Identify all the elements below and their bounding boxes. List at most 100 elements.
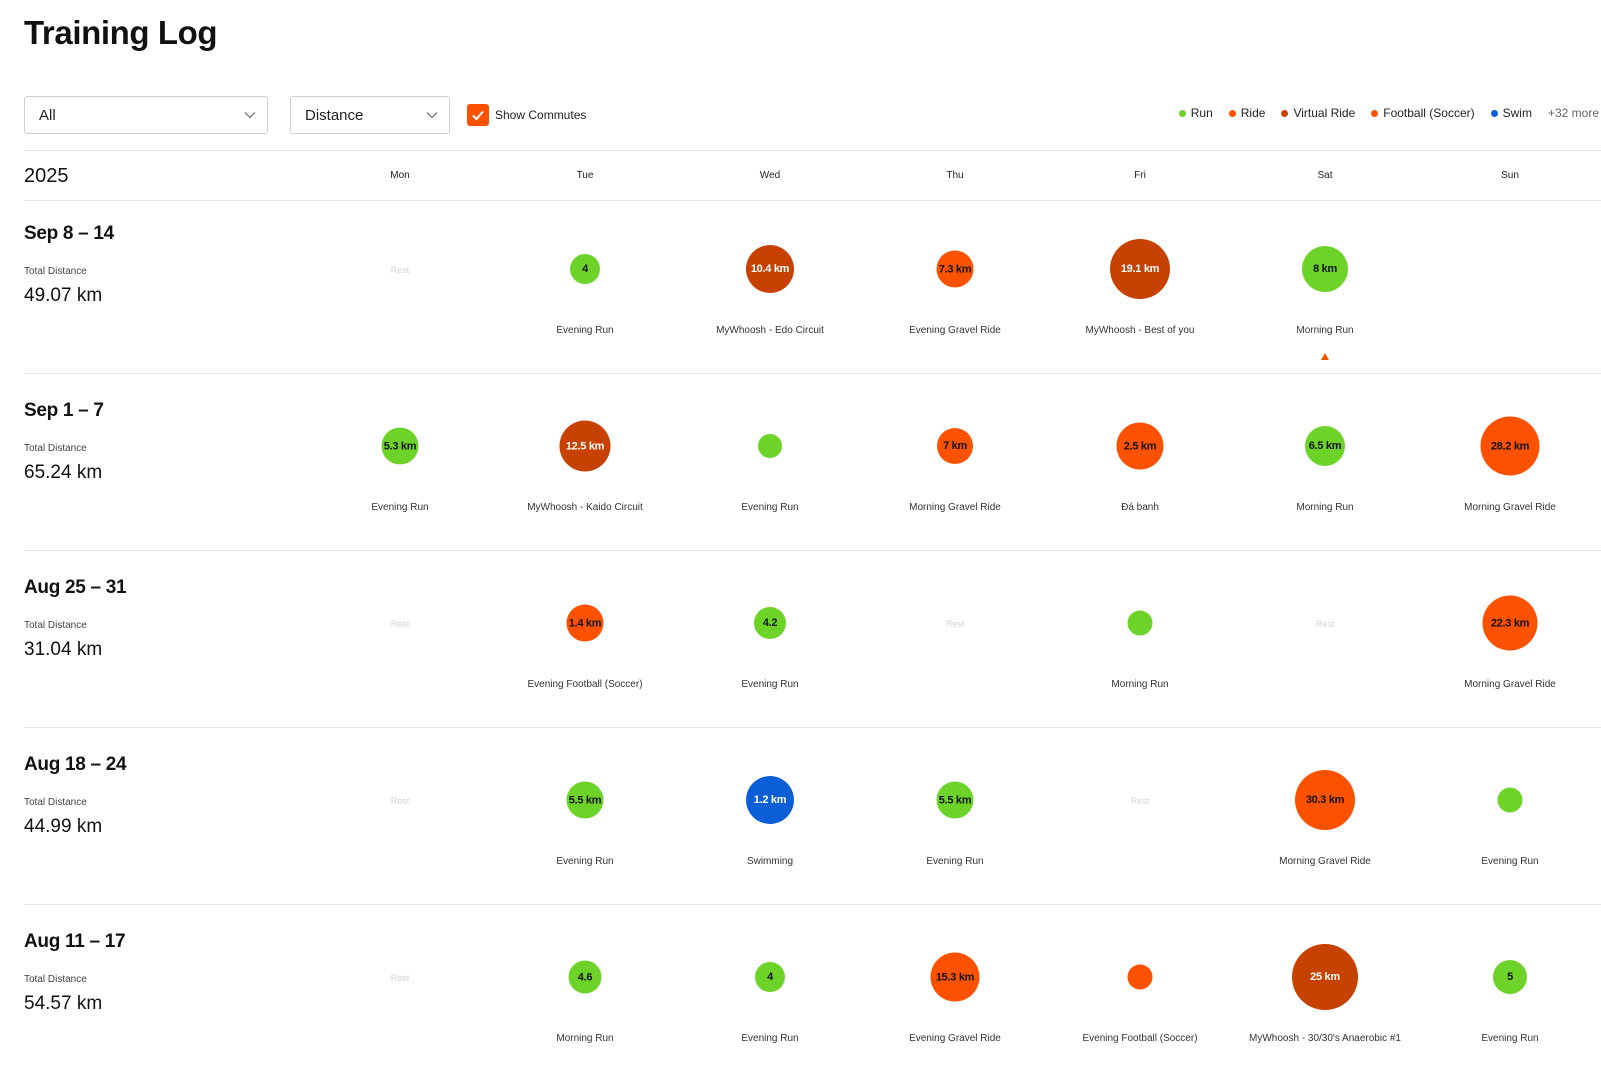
rest-label: Rest xyxy=(390,973,410,983)
week-divider xyxy=(24,904,1601,905)
activity-name[interactable]: MyWhoosh - Best of you xyxy=(1085,325,1195,336)
day-cell-fri: Evening Football (Soccer) xyxy=(1050,909,1230,1083)
activity-name[interactable]: Evening Run xyxy=(926,856,984,867)
activity-bubble[interactable]: 4.6 xyxy=(568,960,602,994)
activity-name[interactable]: MyWhoosh - Edo Circuit xyxy=(716,325,824,336)
week-range-label: Sep 1 – 7 xyxy=(24,400,104,421)
legend-dot-icon xyxy=(1228,109,1236,117)
activity-bubble[interactable]: 7.3 km xyxy=(936,250,974,288)
activity-bubble[interactable] xyxy=(1127,964,1153,990)
activity-name[interactable]: Evening Run xyxy=(741,1033,799,1044)
header-divider xyxy=(24,150,1601,151)
activity-name[interactable]: MyWhoosh - Kaido Circuit xyxy=(527,502,643,513)
total-distance-label: Total Distance xyxy=(24,797,87,808)
activity-name[interactable]: Evening Run xyxy=(1481,856,1539,867)
day-cell-sat: Rest xyxy=(1235,555,1415,729)
activity-name[interactable]: Evening Run xyxy=(556,856,614,867)
activity-bubble[interactable]: 6.5 km xyxy=(1305,426,1345,466)
activity-name[interactable]: Evening Run xyxy=(741,679,799,690)
legend-item-virtual-ride[interactable]: Virtual Ride xyxy=(1281,106,1355,120)
week-range-label: Aug 25 – 31 xyxy=(24,577,127,598)
rest-label: Rest xyxy=(945,619,965,629)
rest-label: Rest xyxy=(390,265,410,275)
activity-bubble[interactable]: 28.2 km xyxy=(1480,416,1540,476)
activity-name[interactable]: Evening Run xyxy=(371,502,429,513)
activity-bubble[interactable]: 30.3 km xyxy=(1295,770,1355,830)
day-cell-fri: 19.1 km MyWhoosh - Best of you xyxy=(1050,201,1230,375)
activity-name[interactable]: Morning Gravel Ride xyxy=(1464,679,1556,690)
activity-bubble[interactable]: 4 xyxy=(570,254,600,284)
chevron-down-icon xyxy=(426,112,438,119)
metric-filter-select[interactable]: Distance xyxy=(290,96,450,134)
activity-name[interactable]: Morning Run xyxy=(556,1033,614,1044)
activity-bubble[interactable]: 12.5 km xyxy=(559,420,611,472)
activity-bubble[interactable]: 7 km xyxy=(937,428,973,464)
day-cell-thu: 7 km Morning Gravel Ride xyxy=(865,378,1045,552)
activity-bubble[interactable]: 2.5 km xyxy=(1116,422,1164,470)
activity-name[interactable]: Evening Gravel Ride xyxy=(909,1033,1001,1044)
activity-name[interactable]: Swimming xyxy=(746,856,794,867)
day-cell-wed: 10.4 km MyWhoosh - Edo Circuit xyxy=(680,201,860,375)
activity-bubble[interactable]: 5.5 km xyxy=(936,781,974,819)
activity-name[interactable]: Evening Run xyxy=(556,325,614,336)
day-cell-sun: 5 Evening Run xyxy=(1420,909,1600,1083)
day-cell-fri: Rest xyxy=(1050,732,1230,906)
day-cell-sat: 8 km Morning Run xyxy=(1235,201,1415,375)
day-header-mon: Mon xyxy=(390,170,410,181)
total-distance-value: 65.24 km xyxy=(24,462,103,483)
activity-bubble[interactable] xyxy=(1127,610,1153,636)
activity-bubble[interactable]: 4 xyxy=(755,962,785,992)
day-cell-sun: Evening Run xyxy=(1420,732,1600,906)
activity-bubble[interactable]: 5 xyxy=(1493,960,1527,994)
activity-bubble[interactable]: 1.4 km xyxy=(566,604,604,642)
activity-name[interactable]: Morning Gravel Ride xyxy=(909,502,1001,513)
activity-bubble[interactable]: 5.3 km xyxy=(381,427,419,465)
day-cell-sun: 28.2 km Morning Gravel Ride xyxy=(1420,378,1600,552)
total-distance-value: 31.04 km xyxy=(24,639,103,660)
activity-name[interactable]: Morning Run xyxy=(1296,325,1354,336)
day-cell-thu: Rest xyxy=(865,555,1045,729)
activity-bubble[interactable]: 15.3 km xyxy=(930,952,980,1002)
total-distance-label: Total Distance xyxy=(24,266,87,277)
legend-more-link[interactable]: +32 more xyxy=(1547,106,1599,120)
day-cell-thu: 15.3 km Evening Gravel Ride xyxy=(865,909,1045,1083)
page-title: Training Log xyxy=(24,14,218,51)
activity-bubble[interactable]: 19.1 km xyxy=(1110,239,1170,299)
day-cell-sun xyxy=(1420,201,1600,375)
day-header-tue: Tue xyxy=(576,170,594,181)
activity-bubble[interactable]: 22.3 km xyxy=(1482,595,1538,651)
activity-name[interactable]: Morning Run xyxy=(1296,502,1354,513)
legend-item-swim[interactable]: Swim xyxy=(1490,106,1532,120)
activity-bubble[interactable]: 4.2 xyxy=(754,607,786,639)
activity-bubble[interactable] xyxy=(758,434,782,458)
day-cell-mon: Rest xyxy=(310,555,490,729)
activity-name[interactable]: MyWhoosh - 30/30's Anaerobic #1 xyxy=(1249,1033,1401,1044)
activity-bubble[interactable]: 5.5 km xyxy=(566,781,604,819)
week-row: Aug 25 – 31 Total Distance 31.04 km Rest 1.4… xyxy=(0,555,1601,729)
activity-bubble[interactable]: 25 km xyxy=(1292,944,1358,1010)
activity-bubble[interactable]: 1.2 km xyxy=(746,776,794,824)
sport-filter-select[interactable]: All xyxy=(24,96,268,134)
activity-name[interactable]: Morning Gravel Ride xyxy=(1464,502,1556,513)
show-commutes-checkbox[interactable] xyxy=(467,104,489,126)
activity-bubble[interactable]: 8 km xyxy=(1302,246,1348,292)
activity-name[interactable]: Evening Run xyxy=(741,502,799,513)
activity-name[interactable]: Evening Football (Soccer) xyxy=(1082,1033,1198,1044)
day-cell-tue: 4 Evening Run xyxy=(495,201,675,375)
activity-name[interactable]: Evening Football (Soccer) xyxy=(527,679,643,690)
legend-dot-icon xyxy=(1178,109,1186,117)
activity-bubble[interactable] xyxy=(1497,787,1523,813)
show-commutes-toggle[interactable]: Show Commutes xyxy=(467,104,586,126)
legend-item-ride[interactable]: Ride xyxy=(1228,106,1265,120)
legend-item-run[interactable]: Run xyxy=(1178,106,1213,120)
activity-name[interactable]: Morning Run xyxy=(1111,679,1169,690)
total-distance-label: Total Distance xyxy=(24,974,87,985)
activity-bubble[interactable]: 10.4 km xyxy=(746,245,794,293)
legend-label: Swim xyxy=(1502,106,1532,120)
day-cell-thu: 7.3 km Evening Gravel Ride xyxy=(865,201,1045,375)
legend-item-football-soccer[interactable]: Football (Soccer) xyxy=(1371,106,1475,120)
activity-name[interactable]: Evening Gravel Ride xyxy=(909,325,1001,336)
activity-name[interactable]: Morning Gravel Ride xyxy=(1279,856,1371,867)
activity-name[interactable]: Đá banh xyxy=(1121,502,1159,513)
activity-name[interactable]: Evening Run xyxy=(1481,1033,1539,1044)
